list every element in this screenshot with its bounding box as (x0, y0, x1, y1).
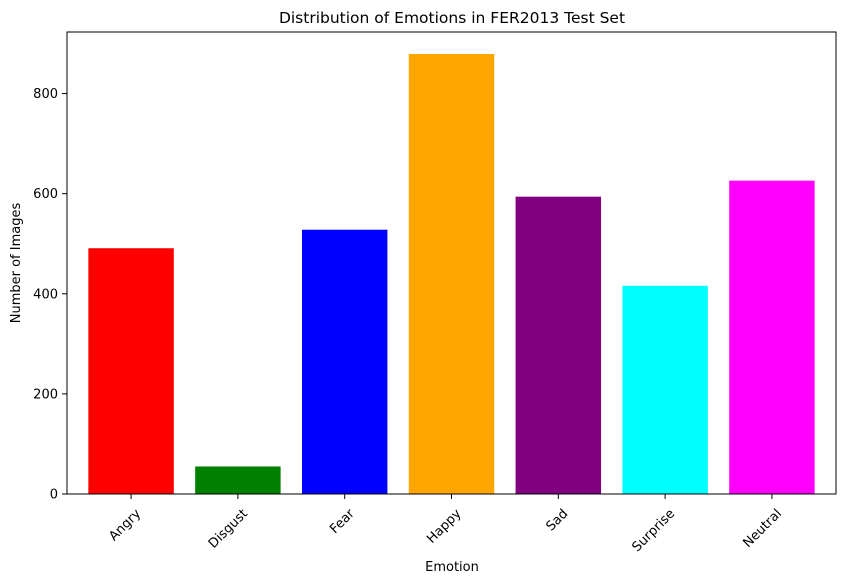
plot-frame (66, 31, 837, 495)
bar-disgust (195, 466, 281, 494)
y-tick-label: 800 (33, 87, 58, 102)
bar-surprise (622, 285, 708, 494)
y-axis-label: Number of Images (9, 203, 24, 324)
bar-happy (408, 54, 495, 495)
y-tick-label: 600 (33, 187, 58, 202)
chart-title: Distribution of Emotions in FER2013 Test… (279, 9, 625, 27)
y-axis: 0 200 400 600 800 (33, 87, 67, 503)
bar-angry (88, 248, 174, 494)
y-tick-label: 0 (50, 488, 58, 503)
bar-fear (301, 229, 388, 494)
x-axis-label: Emotion (425, 560, 479, 575)
bar-neutral (729, 180, 815, 494)
y-tick-label: 200 (33, 387, 58, 402)
y-tick-label: 400 (33, 287, 58, 302)
bars-group (88, 54, 815, 495)
bar-sad (515, 196, 602, 494)
